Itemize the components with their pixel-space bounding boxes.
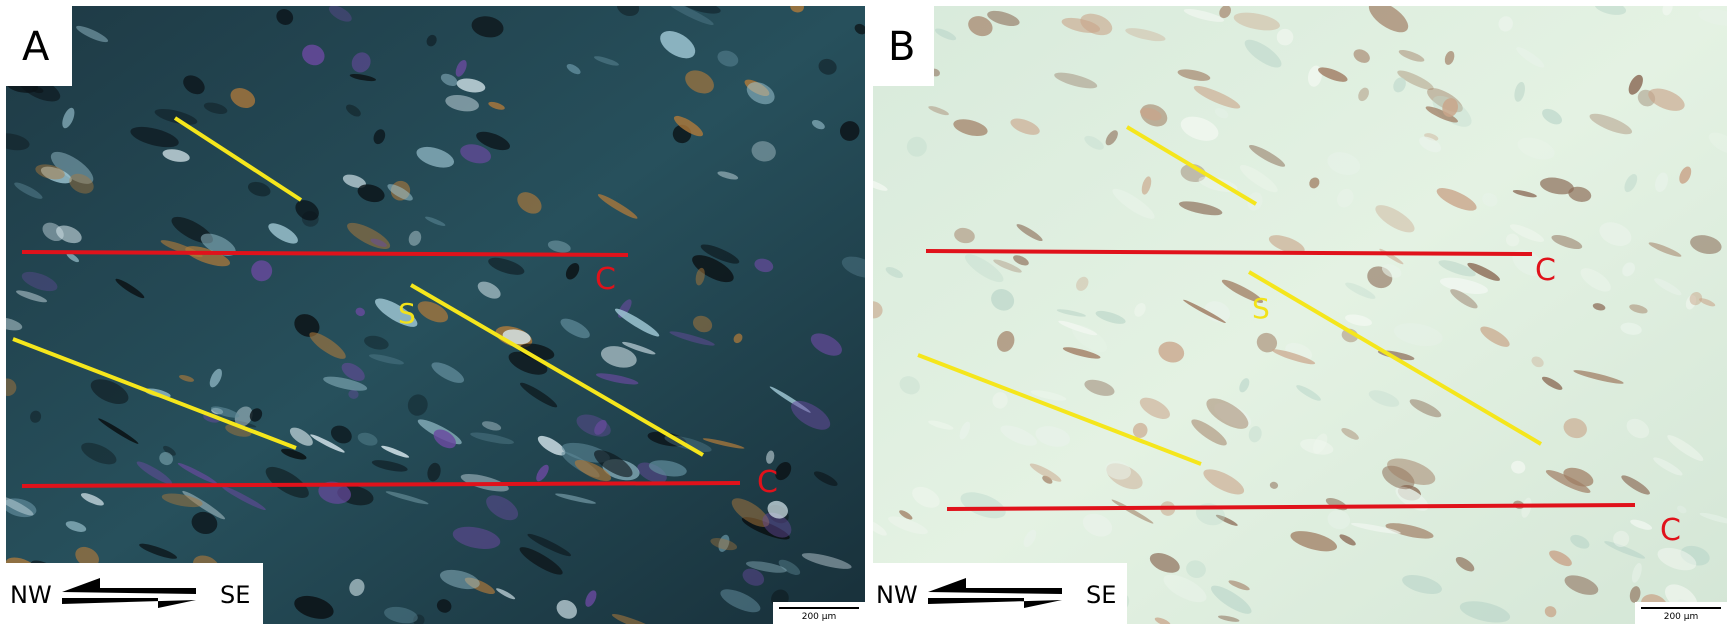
panel-label: B <box>888 24 915 70</box>
c-label: C <box>757 465 778 500</box>
shear-left: NW <box>10 581 52 609</box>
page: C C S A NW SE 200 μm C C S B NW SE 200 μ… <box>0 0 1732 624</box>
shear-left: NW <box>876 581 918 609</box>
c-label: C <box>595 262 616 297</box>
s-label: S <box>398 297 416 330</box>
scale-bar-label: 200 μm <box>802 612 837 622</box>
panel-label: A <box>22 24 50 70</box>
c-label: C <box>1660 513 1681 548</box>
s-label: S <box>1252 292 1270 325</box>
shear-right: SE <box>1086 581 1116 609</box>
c-label: C <box>1535 253 1556 288</box>
figure: C C S A NW SE 200 μm C C S B NW SE 200 μ… <box>0 0 1732 624</box>
scale-bar-label: 200 μm <box>1664 612 1699 622</box>
shear-right: SE <box>220 581 250 609</box>
